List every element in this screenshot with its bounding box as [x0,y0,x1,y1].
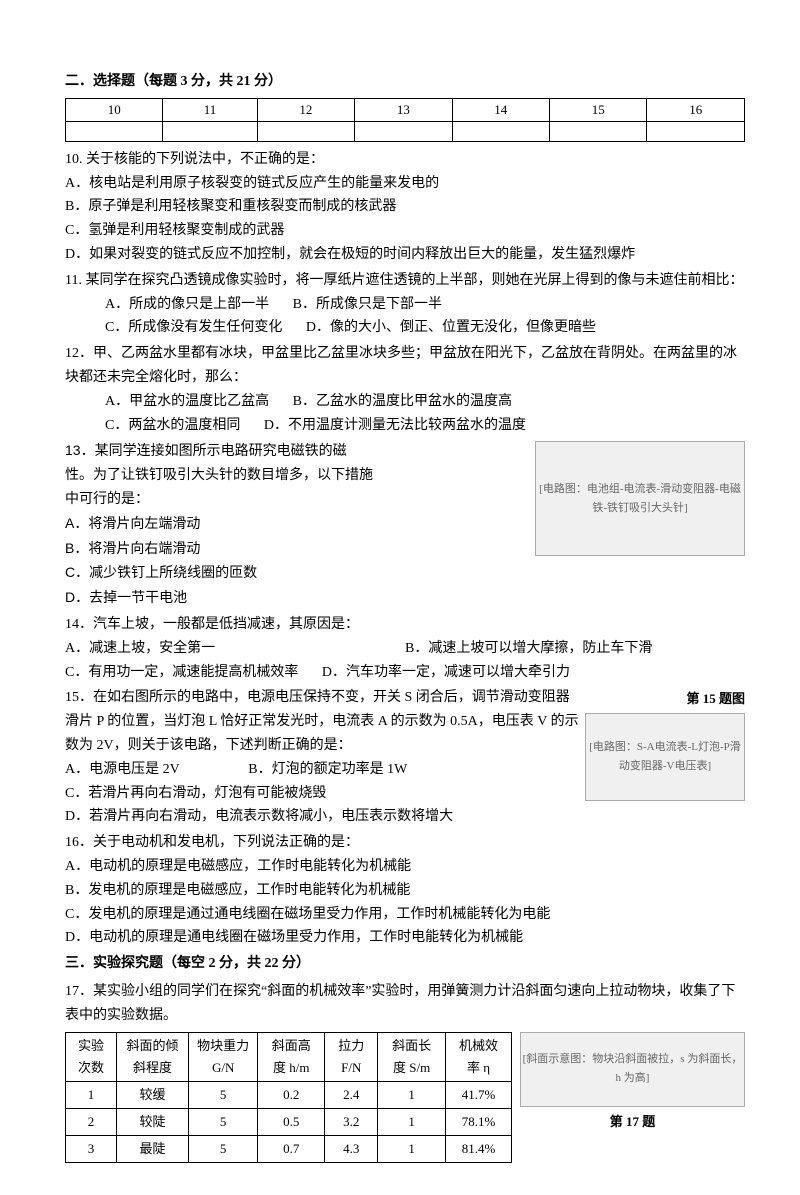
ans-head-10: 10 [66,98,163,121]
q16-opt-b: B．发电机的原理是电磁感应，工作时电能转化为机械能 [65,879,745,903]
q10-opt-d: D．如果对裂变的链式反应不加控制，就会在极短的时间内释放出巨大的能量，发生猛烈爆… [65,243,745,267]
th: 机械效率 η [446,1032,512,1081]
q15-figure: [电路图：S-A电流表-L灯泡-P滑动变阻器-V电压表] [585,713,745,801]
td: 1 [378,1135,446,1162]
q17-stem: 17．某实验小组的同学们在探究“斜面的机械效率”实验时，用弹簧测力计沿斜面匀速向… [65,980,745,1028]
q14-stem: 14．汽车上坡，一般都是低挡减速，其原因是： [65,613,745,637]
ans-head-13: 13 [355,98,452,121]
td: 5 [189,1108,258,1135]
q11-opt-b: B．所成像只是下部一半 [293,293,442,317]
q11-opt-d: D．像的大小、倒正、位置无没化，但像更暗些 [306,316,596,340]
q14-opt-b: B．减速上坡可以增大摩擦，防止车下滑 [405,637,745,661]
td: 1 [378,1081,446,1108]
q11: 11. 某同学在探究凸透镜成像实验时，将一厚纸片遮住透镜的上半部，则她在光屏上得… [65,269,745,340]
q16-opt-a: A．电动机的原理是电磁感应，工作时电能转化为机械能 [65,855,745,879]
ans-head-15: 15 [550,98,647,121]
th: 斜面的倾斜程度 [117,1032,189,1081]
q14-opt-a: A．减速上坡，安全第一 [65,637,405,661]
ans-head-11: 11 [163,98,257,121]
q17-figure-label: 第 17 题 [520,1111,745,1133]
td: 78.1% [446,1108,512,1135]
q15-opt-d: D．若滑片再向右滑动，电流表示数将减小，电压表示数将增大 [65,805,745,829]
q11-stem: 11. 某同学在探究凸透镜成像实验时，将一厚纸片遮住透镜的上半部，则她在光屏上得… [65,269,745,293]
q12-opt-c: C．两盆水的温度相同 [105,414,240,438]
q12-opt-b: B．乙盆水的温度比甲盆水的温度高 [293,390,512,414]
q15-opt-a: A．电源电压是 2V [65,758,180,782]
ans-head-12: 12 [257,98,354,121]
q14: 14．汽车上坡，一般都是低挡减速，其原因是： A．减速上坡，安全第一 B．减速上… [65,613,745,684]
section-2-title: 二．选择题（每题 3 分，共 21 分） [65,70,745,94]
ans-cell[interactable] [163,121,257,141]
q16-stem: 16．关于电动机和发电机，下列说法正确的是： [65,831,745,855]
q15: 第 15 题图 [电路图：S-A电流表-L灯泡-P滑动变阻器-V电压表] 15．… [65,686,745,829]
td: 1 [66,1081,117,1108]
th: 斜面高度 h/m [258,1032,325,1081]
q17-figure: [斜面示意图：物块沿斜面被拉，s 为斜面长，h 为高] [520,1032,745,1107]
q12-opt-a: A．甲盆水的温度比乙盆高 [105,390,269,414]
th: 实验次数 [66,1032,117,1081]
q13-opt-d: D．去掉一节干电池 [65,586,745,611]
q12: 12．甲、乙两盆水里都有冰块，甲盆里比乙盆里冰块多些；甲盆放在阳光下，乙盆放在背… [65,342,745,437]
q10-opt-a: A．核电站是利用原子核裂变的链式反应产生的能量来发电的 [65,172,745,196]
q15-opt-b: B．灯泡的额定功率是 1W [248,758,407,782]
td: 4.3 [325,1135,378,1162]
td: 0.2 [258,1081,325,1108]
q11-opt-c: C．所成像没有发生任何变化 [105,316,282,340]
ans-cell[interactable] [550,121,647,141]
ans-cell[interactable] [647,121,745,141]
th: 物块重力 G/N [189,1032,258,1081]
ans-cell[interactable] [257,121,354,141]
q13: [电路图：电池组-电流表-滑动变阻器-电磁铁-铁钉吸引大头针] 13．某同学连接… [65,439,745,611]
answer-grid: 10 11 12 13 14 15 16 [65,98,745,142]
th: 斜面长度 S/m [378,1032,446,1081]
td: 81.4% [446,1135,512,1162]
q16: 16．关于电动机和发电机，下列说法正确的是： A．电动机的原理是电磁感应，工作时… [65,831,745,950]
q16-opt-d: D．电动机的原理是通电线圈在磁场里受力作用，工作时电能转化为机械能 [65,926,745,950]
td: 41.7% [446,1081,512,1108]
q15-figure-label: 第 15 题图 [585,688,745,710]
q17-data-table: 实验次数 斜面的倾斜程度 物块重力 G/N 斜面高度 h/m 拉力 F/N 斜面… [65,1032,512,1163]
ans-cell[interactable] [355,121,452,141]
td: 3.2 [325,1108,378,1135]
td: 5 [189,1081,258,1108]
q13-figure: [电路图：电池组-电流表-滑动变阻器-电磁铁-铁钉吸引大头针] [535,441,745,556]
q10-opt-b: B．原子弹是利用轻核聚变和重核裂变而制成的核武器 [65,195,745,219]
td: 1 [378,1108,446,1135]
td: 0.7 [258,1135,325,1162]
td: 2.4 [325,1081,378,1108]
q11-opt-a: A．所成的像只是上部一半 [105,293,269,317]
td: 较陡 [117,1108,189,1135]
th: 拉力 F/N [325,1032,378,1081]
q10: 10. 关于核能的下列说法中，不正确的是： A．核电站是利用原子核裂变的链式反应… [65,148,745,267]
q14-opt-d: D．汽车功率一定，减速可以增大牵引力 [322,661,570,685]
q10-stem: 10. 关于核能的下列说法中，不正确的是： [65,148,745,172]
ans-head-16: 16 [647,98,745,121]
ans-head-14: 14 [452,98,549,121]
td: 3 [66,1135,117,1162]
td: 最陡 [117,1135,189,1162]
q17: 17．某实验小组的同学们在探究“斜面的机械效率”实验时，用弹簧测力计沿斜面匀速向… [65,980,745,1163]
td: 2 [66,1108,117,1135]
td: 0.5 [258,1108,325,1135]
q12-stem: 12．甲、乙两盆水里都有冰块，甲盆里比乙盆里冰块多些；甲盆放在阳光下，乙盆放在背… [65,342,745,390]
ans-cell[interactable] [452,121,549,141]
q16-opt-c: C．发电机的原理是通过通电线圈在磁场里受力作用，工作时机械能转化为电能 [65,903,745,927]
section-3-title: 三．实验探究题（每空 2 分，共 22 分） [65,952,745,976]
ans-cell[interactable] [66,121,163,141]
q14-opt-c: C．有用功一定，减速能提高机械效率 [65,661,298,685]
q12-opt-d: D．不用温度计测量无法比较两盆水的温度 [264,414,526,438]
td: 5 [189,1135,258,1162]
q13-opt-c: C．减少铁钉上所绕线圈的匝数 [65,561,745,586]
q10-opt-c: C．氢弹是利用轻核聚变制成的武器 [65,219,745,243]
td: 较缓 [117,1081,189,1108]
